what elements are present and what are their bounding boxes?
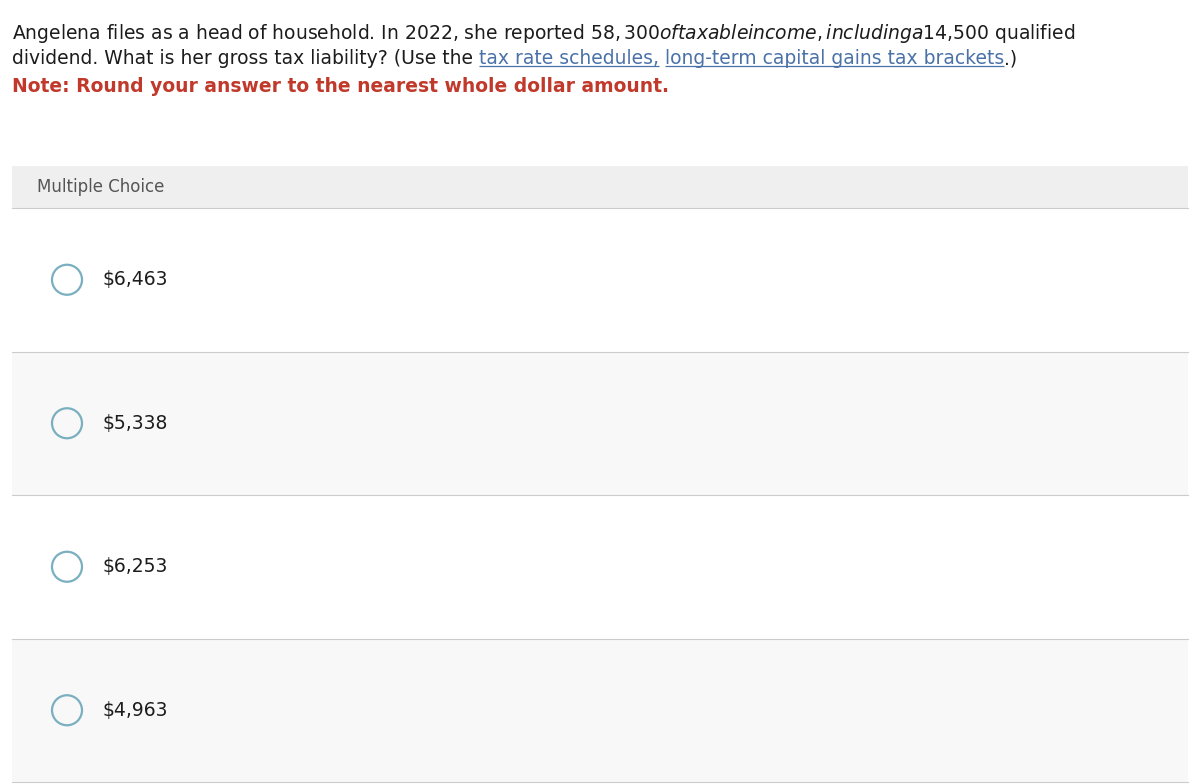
Bar xyxy=(12,166,1188,208)
Text: Multiple Choice: Multiple Choice xyxy=(37,178,164,196)
Text: $6,253: $6,253 xyxy=(102,557,167,576)
Text: $4,963: $4,963 xyxy=(102,701,168,720)
Text: $6,463: $6,463 xyxy=(102,270,168,289)
Text: $5,338: $5,338 xyxy=(102,414,167,433)
Bar xyxy=(12,351,1188,495)
Bar xyxy=(12,638,1188,782)
Bar xyxy=(12,208,1188,351)
Text: .): .) xyxy=(1004,49,1018,68)
Text: long-term capital gains tax brackets: long-term capital gains tax brackets xyxy=(665,49,1004,68)
Text: tax rate schedules,: tax rate schedules, xyxy=(479,49,659,68)
Bar xyxy=(12,495,1188,638)
Text: dividend. What is her gross tax liability? (Use the: dividend. What is her gross tax liabilit… xyxy=(12,49,479,68)
Text: Angelena files as a head of household. In 2022, she reported $58,300 of taxable : Angelena files as a head of household. I… xyxy=(12,22,1075,45)
Bar xyxy=(0,0,1200,164)
Text: Note: Round your answer to the nearest whole dollar amount.: Note: Round your answer to the nearest w… xyxy=(12,77,670,96)
